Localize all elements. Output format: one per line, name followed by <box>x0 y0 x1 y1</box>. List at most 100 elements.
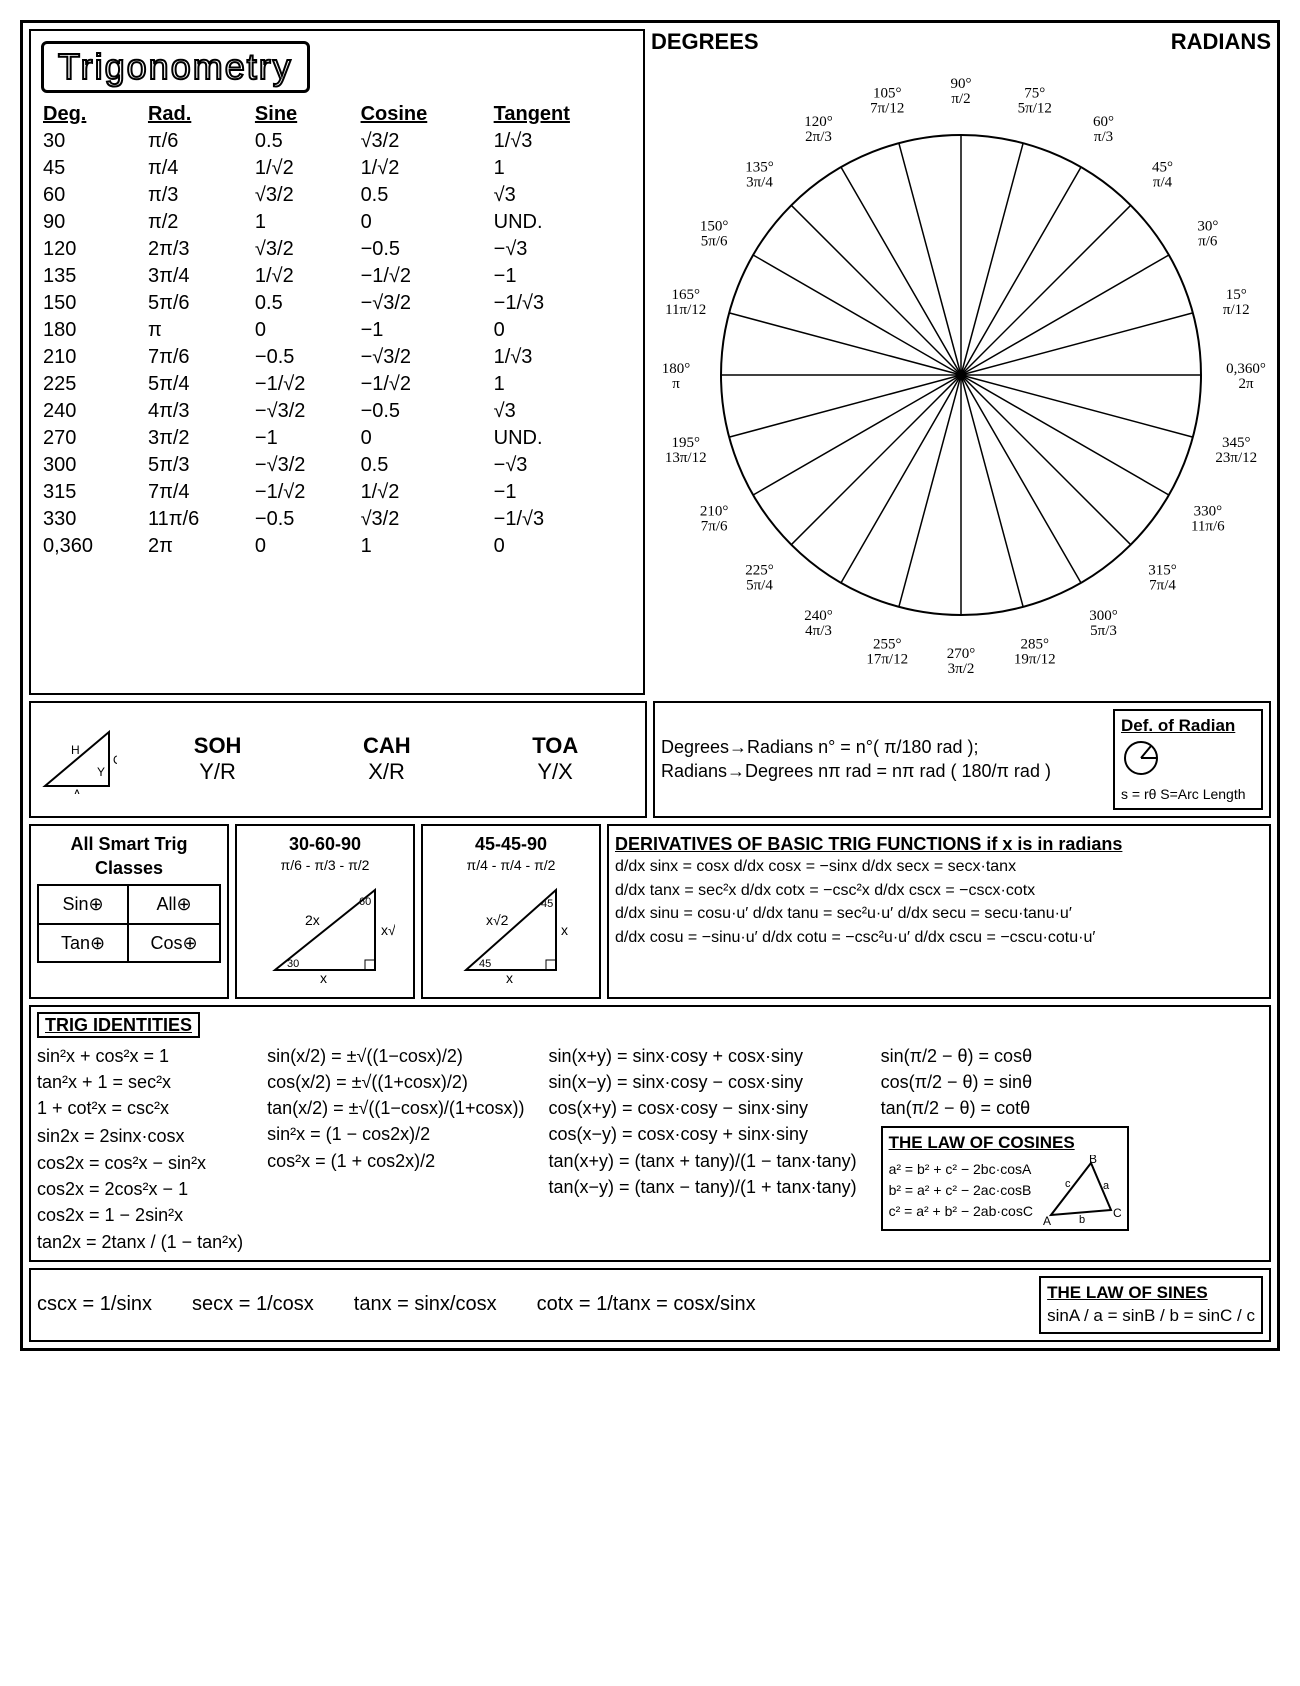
angle-label-240: 240°4π/3 <box>804 608 833 639</box>
unit-circle-diagram: 0,360°2π15°π/1230°π/645°π/460°π/375°5π/1… <box>651 55 1271 695</box>
svg-text:A: A <box>73 787 81 794</box>
table-row: 30π/60.5√3/21/√3 <box>37 128 637 155</box>
deriv-line: d/dx sinu = cosu·u′ d/dx tanu = sec²u·u′… <box>615 903 1263 925</box>
soh-toa: TOA <box>532 733 578 759</box>
soh-soh: SOH <box>194 733 242 759</box>
identities-panel: TRIG IDENTITIES sin²x + cos²x = 1tan²x +… <box>29 1005 1271 1262</box>
col-tangent: Tangent <box>488 101 637 128</box>
law-sin-formula: sinA / a = sinB / b = sinC / c <box>1047 1305 1255 1328</box>
law-cos-line: c² = a² + b² − 2ab·cosC <box>889 1202 1033 1221</box>
col-sine: Sine <box>249 101 355 128</box>
page-title: Trigonometry <box>41 41 310 93</box>
identity: cos2x = cos²x − sin²x <box>37 1151 243 1175</box>
law-cos-title: THE LAW OF COSINES <box>889 1132 1121 1155</box>
svg-text:60: 60 <box>359 896 371 908</box>
derivatives-panel: DERIVATIVES OF BASIC TRIG FUNCTIONS if x… <box>607 824 1271 999</box>
angle-label-105: 105°7π/12 <box>870 86 904 117</box>
trig-values-table: Deg.Rad.SineCosineTangent 30π/60.5√3/21/… <box>37 101 637 560</box>
angle-label-120: 120°2π/3 <box>804 114 833 145</box>
angle-label-330: 330°11π/6 <box>1191 504 1225 535</box>
table-row: 2703π/2−10UND. <box>37 425 637 452</box>
arc-icon <box>1121 738 1171 778</box>
svg-text:H: H <box>71 743 80 757</box>
angle-label-345: 345°23π/12 <box>1215 435 1257 466</box>
sohcahtoa-panel: H O Y A SOHCAHTOA Y/RX/RY/X <box>29 701 647 818</box>
svg-text:O: O <box>113 753 117 767</box>
half-angle: sin²x = (1 − cos2x)/2 <box>267 1122 524 1146</box>
sum-diff: sin(x+y) = sinx·cosy + cosx·siny <box>548 1044 856 1068</box>
rad-to-deg: Radians→Degrees nπ rad = nπ rad ( 180/π … <box>661 759 1103 783</box>
half-angle: cos²x = (1 + cos2x)/2 <box>267 1149 524 1173</box>
triangle-45-45-90: 45-45-90 π/4 - π/4 - π/2 x√2 x x 45 45 <box>421 824 601 999</box>
angle-label-150: 150°5π/6 <box>700 219 729 250</box>
angle-label-75: 75°5π/12 <box>1018 86 1052 117</box>
law-sin-title: THE LAW OF SINES <box>1047 1282 1255 1305</box>
law-of-cosines: THE LAW OF COSINES a² = b² + c² − 2bc·co… <box>881 1126 1129 1231</box>
law-cos-line: b² = a² + c² − 2ac·cosB <box>889 1181 1033 1200</box>
angle-label-45: 45°π/4 <box>1152 159 1173 190</box>
svg-text:2x: 2x <box>305 912 320 928</box>
identities-title: TRIG IDENTITIES <box>37 1012 200 1038</box>
law-cos-triangle-icon: ACB acb <box>1041 1155 1121 1225</box>
identity: 1 + cot²x = csc²x <box>37 1096 243 1120</box>
svg-text:Y: Y <box>97 765 105 779</box>
reciprocal-identity: cscx = 1/sinx <box>37 1291 152 1318</box>
svg-text:B: B <box>1089 1155 1097 1166</box>
cofunction: sin(π/2 − θ) = cosθ <box>881 1044 1129 1068</box>
svg-text:x√2: x√2 <box>486 912 509 928</box>
astc-title: All Smart Trig Classes <box>37 832 221 881</box>
radian-def: s = rθ S=Arc Length <box>1121 785 1255 804</box>
cofunction: cos(π/2 − θ) = sinθ <box>881 1070 1129 1094</box>
deriv-line: d/dx cosu = −sinu·u′ d/dx cotu = −csc²u·… <box>615 927 1263 949</box>
sum-diff: sin(x−y) = sinx·cosy − cosx·siny <box>548 1070 856 1094</box>
table-row: 1505π/60.5−√3/2−1/√3 <box>37 290 637 317</box>
tri45-sub: π/4 - π/4 - π/2 <box>429 856 593 875</box>
radians-label: RADIANS <box>1171 29 1271 55</box>
table-row: 90π/210UND. <box>37 209 637 236</box>
triangle-30-60-90-icon: 2x x√3 x 30 60 <box>255 875 395 985</box>
unit-circle-panel: DEGREES RADIANS 0,360°2π15°π/1230°π/645°… <box>651 29 1271 695</box>
angle-label-135: 135°3π/4 <box>745 159 774 190</box>
svg-text:30: 30 <box>287 958 299 970</box>
soh-cah: CAH <box>363 733 411 759</box>
angle-label-300: 300°5π/3 <box>1089 608 1118 639</box>
trig-table-panel: Trigonometry Deg.Rad.SineCosineTangent 3… <box>29 29 645 695</box>
reciprocal-panel: cscx = 1/sinxsecx = 1/cosxtanx = sinx/co… <box>29 1268 1271 1342</box>
deriv-line: d/dx tanx = sec²x d/dx cotx = −csc²x d/d… <box>615 880 1263 902</box>
table-row: 2107π/6−0.5−√3/21/√3 <box>37 344 637 371</box>
angle-label-270: 270°3π/2 <box>947 646 976 677</box>
table-row: 2255π/4−1/√2−1/√21 <box>37 371 637 398</box>
svg-text:c: c <box>1065 1178 1071 1190</box>
deriv-line: d/dx sinx = cosx d/dx cosx = −sinx d/dx … <box>615 856 1263 878</box>
reciprocal-identity: cotx = 1/tanx = cosx/sinx <box>537 1291 756 1318</box>
half-angle: tan(x/2) = ±√((1−cosx)/(1+cosx)) <box>267 1096 524 1120</box>
triangle-45-45-90-icon: x√2 x x 45 45 <box>441 875 581 985</box>
sum-diff: tan(x−y) = (tanx − tany)/(1 + tanx·tany) <box>548 1175 856 1199</box>
angle-label-165: 165°11π/12 <box>665 287 706 318</box>
astc-q2: Sin⊕ <box>39 886 129 924</box>
deg-to-rad: Degrees→Radians n° = n°( π/180 rad ); <box>661 735 1103 759</box>
angle-label-225: 225°5π/4 <box>745 563 774 594</box>
angle-label-180: 180°π <box>662 361 691 392</box>
angle-label-15: 15°π/12 <box>1223 287 1250 318</box>
sum-diff: tan(x+y) = (tanx + tany)/(1 − tanx·tany) <box>548 1149 856 1173</box>
table-row: 33011π/6−0.5√3/2−1/√3 <box>37 506 637 533</box>
svg-text:45: 45 <box>541 898 553 910</box>
svg-text:b: b <box>1079 1214 1085 1225</box>
angle-label-195: 195°13π/12 <box>665 435 707 466</box>
svg-text:a: a <box>1103 1180 1110 1192</box>
half-angle: sin(x/2) = ±√((1−cosx)/2) <box>267 1044 524 1068</box>
svg-text:A: A <box>1043 1214 1051 1225</box>
identity: sin2x = 2sinx·cosx <box>37 1124 243 1148</box>
astc-q4: Cos⊕ <box>129 925 219 961</box>
tri30-sub: π/6 - π/3 - π/2 <box>243 856 407 875</box>
table-row: 2404π/3−√3/2−0.5√3 <box>37 398 637 425</box>
svg-text:x: x <box>561 922 568 938</box>
angle-label-30: 30°π/6 <box>1197 219 1218 250</box>
law-cos-line: a² = b² + c² − 2bc·cosA <box>889 1160 1033 1179</box>
svg-text:x: x <box>506 970 513 985</box>
law-of-sines: THE LAW OF SINES sinA / a = sinB / b = s… <box>1039 1276 1263 1334</box>
tri30-title: 30-60-90 <box>243 832 407 856</box>
reciprocal-identity: secx = 1/cosx <box>192 1291 314 1318</box>
sum-diff: cos(x−y) = cosx·cosy + sinx·siny <box>548 1122 856 1146</box>
